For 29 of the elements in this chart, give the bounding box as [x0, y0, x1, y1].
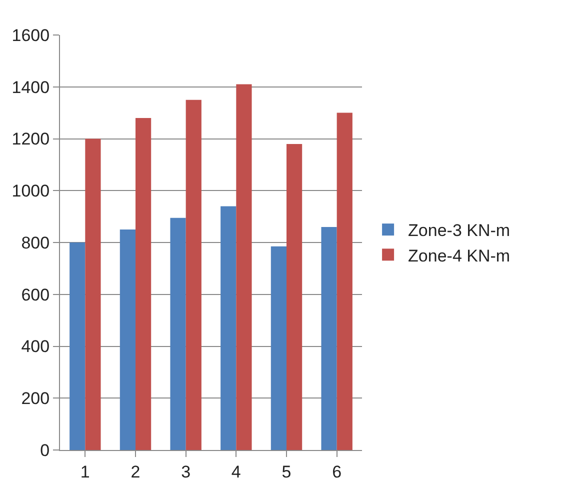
bar — [336, 112, 352, 450]
y-tick-label: 800 — [21, 233, 50, 252]
y-tick-label: 200 — [21, 389, 50, 408]
x-tick-label: 1 — [80, 462, 90, 482]
bar — [85, 138, 101, 450]
y-tick-label: 400 — [21, 337, 50, 356]
bar — [220, 206, 236, 450]
bar — [236, 84, 252, 450]
x-tick-label: 6 — [332, 462, 342, 482]
bar — [136, 118, 152, 450]
legend-label: Zone-3 KN-m — [408, 221, 510, 240]
y-tick-label: 1200 — [12, 130, 50, 149]
x-tick-label: 2 — [130, 462, 140, 482]
y-tick-label: 600 — [21, 285, 50, 304]
x-tick-label: 3 — [181, 462, 191, 482]
bar — [70, 242, 86, 450]
bar — [286, 144, 302, 450]
bar — [186, 100, 202, 450]
y-tick-label: 0 — [40, 440, 50, 460]
bar — [321, 226, 337, 450]
y-tick-label: 1000 — [12, 182, 50, 201]
y-tick-label: 1600 — [12, 26, 50, 45]
bar — [120, 230, 136, 450]
x-tick-label: 4 — [231, 462, 241, 482]
x-tick-label: 5 — [282, 462, 292, 482]
legend-label: Zone-4 KN-m — [408, 246, 510, 266]
bar — [270, 246, 286, 450]
y-tick-label: 1400 — [12, 78, 50, 97]
bar — [170, 218, 186, 450]
